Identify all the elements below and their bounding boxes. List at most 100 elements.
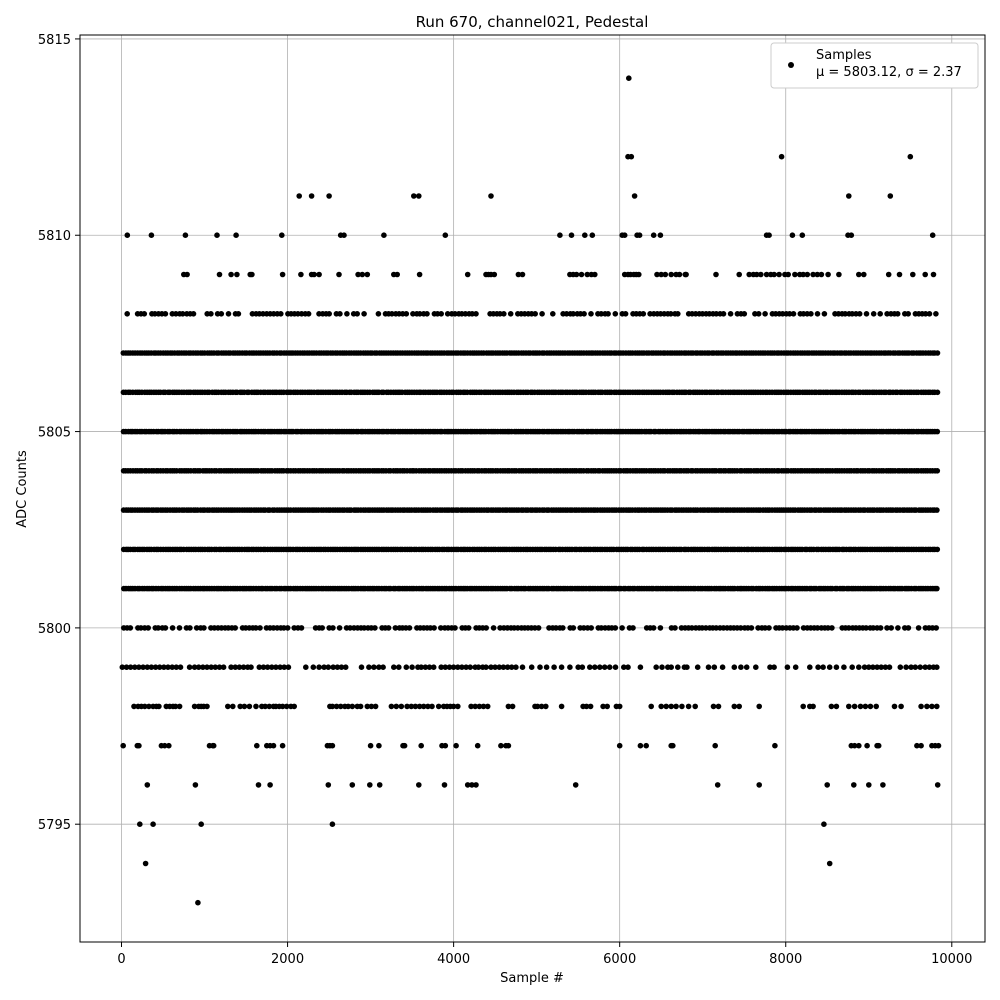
data-point xyxy=(358,664,365,670)
data-point xyxy=(648,703,654,710)
data-point xyxy=(543,703,549,710)
legend-stats: μ = 5803.12, σ = 2.37 xyxy=(816,65,962,80)
data-point xyxy=(490,625,497,631)
data-point xyxy=(253,703,259,710)
data-point xyxy=(515,271,522,278)
data-point xyxy=(934,428,941,435)
data-point xyxy=(557,232,563,238)
data-point xyxy=(368,703,375,710)
data-point xyxy=(820,664,826,670)
data-point xyxy=(240,664,247,670)
data-point xyxy=(337,703,344,710)
data-point xyxy=(172,703,179,710)
data-point xyxy=(142,703,148,710)
data-point xyxy=(866,664,872,670)
data-point xyxy=(345,703,352,710)
data-point xyxy=(668,271,674,278)
data-point xyxy=(736,271,742,278)
data-point xyxy=(412,703,419,710)
data-point xyxy=(662,271,669,278)
data-point xyxy=(355,271,361,278)
data-point xyxy=(192,782,199,788)
data-point xyxy=(124,232,131,238)
data-point xyxy=(404,703,410,710)
data-point xyxy=(870,625,876,631)
data-point xyxy=(418,664,425,670)
data-point xyxy=(572,782,579,788)
data-point xyxy=(385,625,392,631)
data-point xyxy=(249,271,255,278)
data-point xyxy=(727,311,734,317)
data-point xyxy=(429,703,435,710)
data-point xyxy=(359,271,366,278)
data-point xyxy=(807,664,813,670)
data-point xyxy=(598,311,604,317)
data-point xyxy=(144,664,151,670)
data-point xyxy=(616,742,623,749)
data-point xyxy=(169,664,175,670)
data-point xyxy=(140,664,146,670)
data-point xyxy=(233,232,239,238)
data-point xyxy=(864,742,870,749)
data-point xyxy=(455,703,461,710)
data-point xyxy=(409,664,415,670)
data-point xyxy=(298,625,305,631)
data-point xyxy=(237,703,243,710)
data-point xyxy=(191,703,198,710)
data-point xyxy=(367,782,373,788)
data-point xyxy=(570,625,577,631)
data-point xyxy=(464,271,471,278)
data-point xyxy=(912,664,919,670)
data-point xyxy=(179,311,186,317)
data-point xyxy=(364,703,371,710)
data-point xyxy=(483,625,490,631)
data-point xyxy=(162,311,169,317)
data-point xyxy=(908,664,914,670)
data-point xyxy=(430,664,437,670)
data-point xyxy=(248,664,254,670)
data-point xyxy=(762,311,768,317)
data-point xyxy=(195,899,201,906)
data-point xyxy=(934,507,940,513)
data-point xyxy=(778,153,785,160)
data-point xyxy=(650,232,657,238)
data-point xyxy=(789,232,796,238)
data-point xyxy=(411,193,417,199)
data-point xyxy=(334,664,341,670)
data-point xyxy=(882,664,889,670)
data-point xyxy=(592,271,598,278)
data-point xyxy=(861,664,868,670)
x-tick-label: 8000 xyxy=(769,952,802,967)
data-point xyxy=(731,703,738,710)
data-point xyxy=(605,311,611,317)
y-tick-label: 5800 xyxy=(38,622,71,637)
data-point xyxy=(198,821,204,827)
data-point xyxy=(391,664,397,670)
data-point xyxy=(833,703,840,710)
data-point xyxy=(748,625,755,631)
data-point xyxy=(621,232,628,238)
data-point xyxy=(922,311,929,317)
data-point xyxy=(498,742,504,749)
data-point xyxy=(459,664,465,670)
data-point xyxy=(228,271,234,278)
data-point xyxy=(583,703,590,710)
data-point xyxy=(637,664,644,670)
data-point xyxy=(856,742,862,749)
data-point xyxy=(225,703,231,710)
data-point xyxy=(371,664,377,670)
data-point xyxy=(758,271,764,278)
data-point xyxy=(469,782,475,788)
data-point xyxy=(915,625,922,631)
x-tick-label: 4000 xyxy=(437,952,470,967)
data-point xyxy=(711,664,718,670)
data-point xyxy=(336,271,342,278)
data-point xyxy=(799,232,806,238)
data-point xyxy=(914,742,920,749)
data-point xyxy=(821,311,828,317)
chart-title: Run 670, channel021, Pedestal xyxy=(416,13,649,31)
data-point xyxy=(136,742,142,749)
data-point xyxy=(625,664,631,670)
data-point xyxy=(856,271,862,278)
